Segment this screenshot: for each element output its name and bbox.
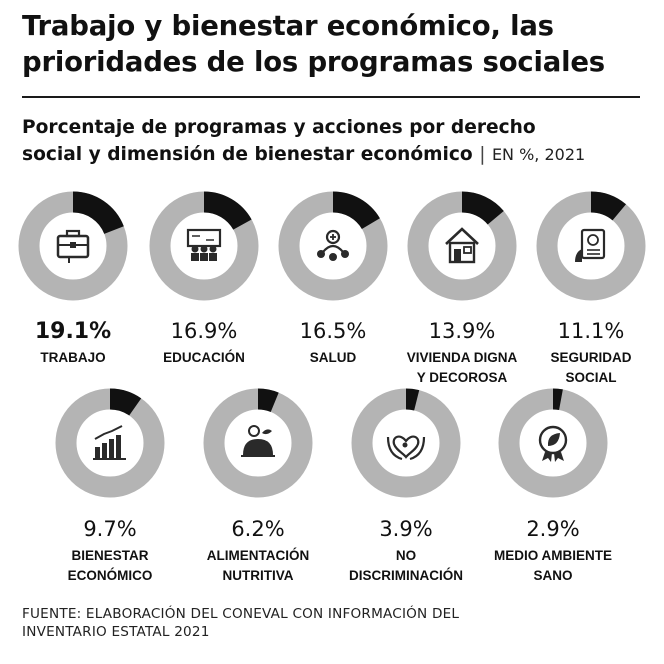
category-label-bienestar-economico-line-1: BIENESTAR xyxy=(71,548,148,563)
value-label-no-discriminacion: 3.9% xyxy=(379,517,432,541)
title-line-1: Trabajo y bienestar económico, las xyxy=(22,10,554,42)
house-icon xyxy=(445,227,479,264)
category-label-medio-ambiente-sano-line-2: SANO xyxy=(533,568,572,583)
donut-seguridad-social: 11.1% SEGURIDAD SOCIAL xyxy=(536,191,646,385)
hands-heart-icon xyxy=(386,435,426,461)
social-security-icon xyxy=(575,228,606,262)
category-label-no-discriminacion-line-2: DISCRIMINACIÓN xyxy=(349,568,463,583)
donut-trabajo: 19.1% TRABAJO xyxy=(18,191,128,365)
value-label-salud: 16.5% xyxy=(300,319,367,343)
value-label-seguridad-social: 11.1% xyxy=(558,319,625,343)
subtitle-line-1: Porcentaje de programas y acciones por d… xyxy=(22,117,536,138)
briefcase-icon xyxy=(56,229,90,263)
category-label-bienestar-economico-line-2: ECONÓMICO xyxy=(68,568,153,583)
title-line-2: prioridades de los programas sociales xyxy=(22,46,605,78)
donut-segment-bienestar-economico xyxy=(109,388,142,416)
subtitle-line-2-text: social y dimensión de bienestar económic… xyxy=(22,144,473,165)
category-label-vivienda-digna-y-decorosa-line-1: VIVIENDA DIGNA xyxy=(407,350,518,365)
category-label-medio-ambiente-sano-line-1: MEDIO AMBIENTE xyxy=(494,548,612,563)
category-label-salud-line-1: SALUD xyxy=(310,350,357,365)
donut-vivienda-digna-y-decorosa: 13.9% VIVIENDA DIGNA Y DECOROSA xyxy=(407,191,518,385)
donut-salud: 16.5% SALUD xyxy=(278,191,388,365)
value-label-medio-ambiente-sano: 2.9% xyxy=(526,517,579,541)
donut-segment-vivienda-digna-y-decorosa xyxy=(461,191,504,225)
donut-medio-ambiente-sano: 2.9% MEDIO AMBIENTE SANO xyxy=(494,388,612,583)
donut-bienestar-economico: 9.7% BIENESTAR ECONÓMICO xyxy=(55,388,165,583)
donut-no-discriminacion: 3.9% NO DISCRIMINACIÓN xyxy=(349,388,463,583)
unit-label: EN %, 2021 xyxy=(491,145,586,164)
donut-educacion: 16.9% EDUCACIÓN xyxy=(149,191,259,365)
category-label-vivienda-digna-y-decorosa-line-2: Y DECOROSA xyxy=(417,370,508,385)
subtitle-separator: | xyxy=(479,144,486,165)
page-title: Trabajo y bienestar económico, las prior… xyxy=(22,8,642,80)
donut-segment-seguridad-social xyxy=(590,191,626,221)
donut-track-seguridad-social xyxy=(536,191,646,301)
donut-segment-alimentacion-nutritiva xyxy=(257,388,279,413)
category-label-alimentacion-nutritiva-line-1: ALIMENTACIÓN xyxy=(207,548,310,563)
value-label-vivienda-digna-y-decorosa: 13.9% xyxy=(429,319,496,343)
value-label-educacion: 16.9% xyxy=(171,319,238,343)
donut-segment-medio-ambiente-sano xyxy=(552,388,563,411)
donut-segment-salud xyxy=(332,191,380,230)
category-label-alimentacion-nutritiva-line-2: NUTRITIVA xyxy=(223,568,294,583)
title-divider xyxy=(22,96,640,98)
eco-badge-icon xyxy=(538,425,568,462)
food-icon xyxy=(241,425,275,457)
donut-segment-no-discriminacion xyxy=(405,388,420,411)
value-label-alimentacion-nutritiva: 6.2% xyxy=(231,517,284,541)
category-label-seguridad-social-line-2: SOCIAL xyxy=(565,370,616,385)
chart-subtitle: Porcentaje de programas y acciones por d… xyxy=(22,114,652,168)
source-line-1: FUENTE: ELABORACIÓN DEL CONEVAL CON INFO… xyxy=(22,606,460,622)
category-label-no-discriminacion-line-1: NO xyxy=(396,548,416,563)
source-note: FUENTE: ELABORACIÓN DEL CONEVAL CON INFO… xyxy=(22,605,642,641)
source-line-2: INVENTARIO ESTATAL 2021 xyxy=(22,624,210,640)
health-people-icon xyxy=(317,229,349,261)
growth-chart-icon xyxy=(93,425,126,460)
category-label-seguridad-social-line-1: SEGURIDAD xyxy=(550,350,631,365)
donut-segment-educacion xyxy=(203,191,252,231)
category-label-trabajo-line-1: TRABAJO xyxy=(40,350,105,365)
donut-alimentacion-nutritiva: 6.2% ALIMENTACIÓN NUTRITIVA xyxy=(203,388,313,583)
category-label-educacion-line-1: EDUCACIÓN xyxy=(163,350,245,365)
donut-segment-trabajo xyxy=(72,191,124,235)
value-label-trabajo: 19.1% xyxy=(35,319,111,344)
value-label-bienestar-economico: 9.7% xyxy=(83,517,136,541)
subtitle-line-2: social y dimensión de bienestar económic… xyxy=(22,141,652,168)
classroom-icon xyxy=(186,228,222,261)
